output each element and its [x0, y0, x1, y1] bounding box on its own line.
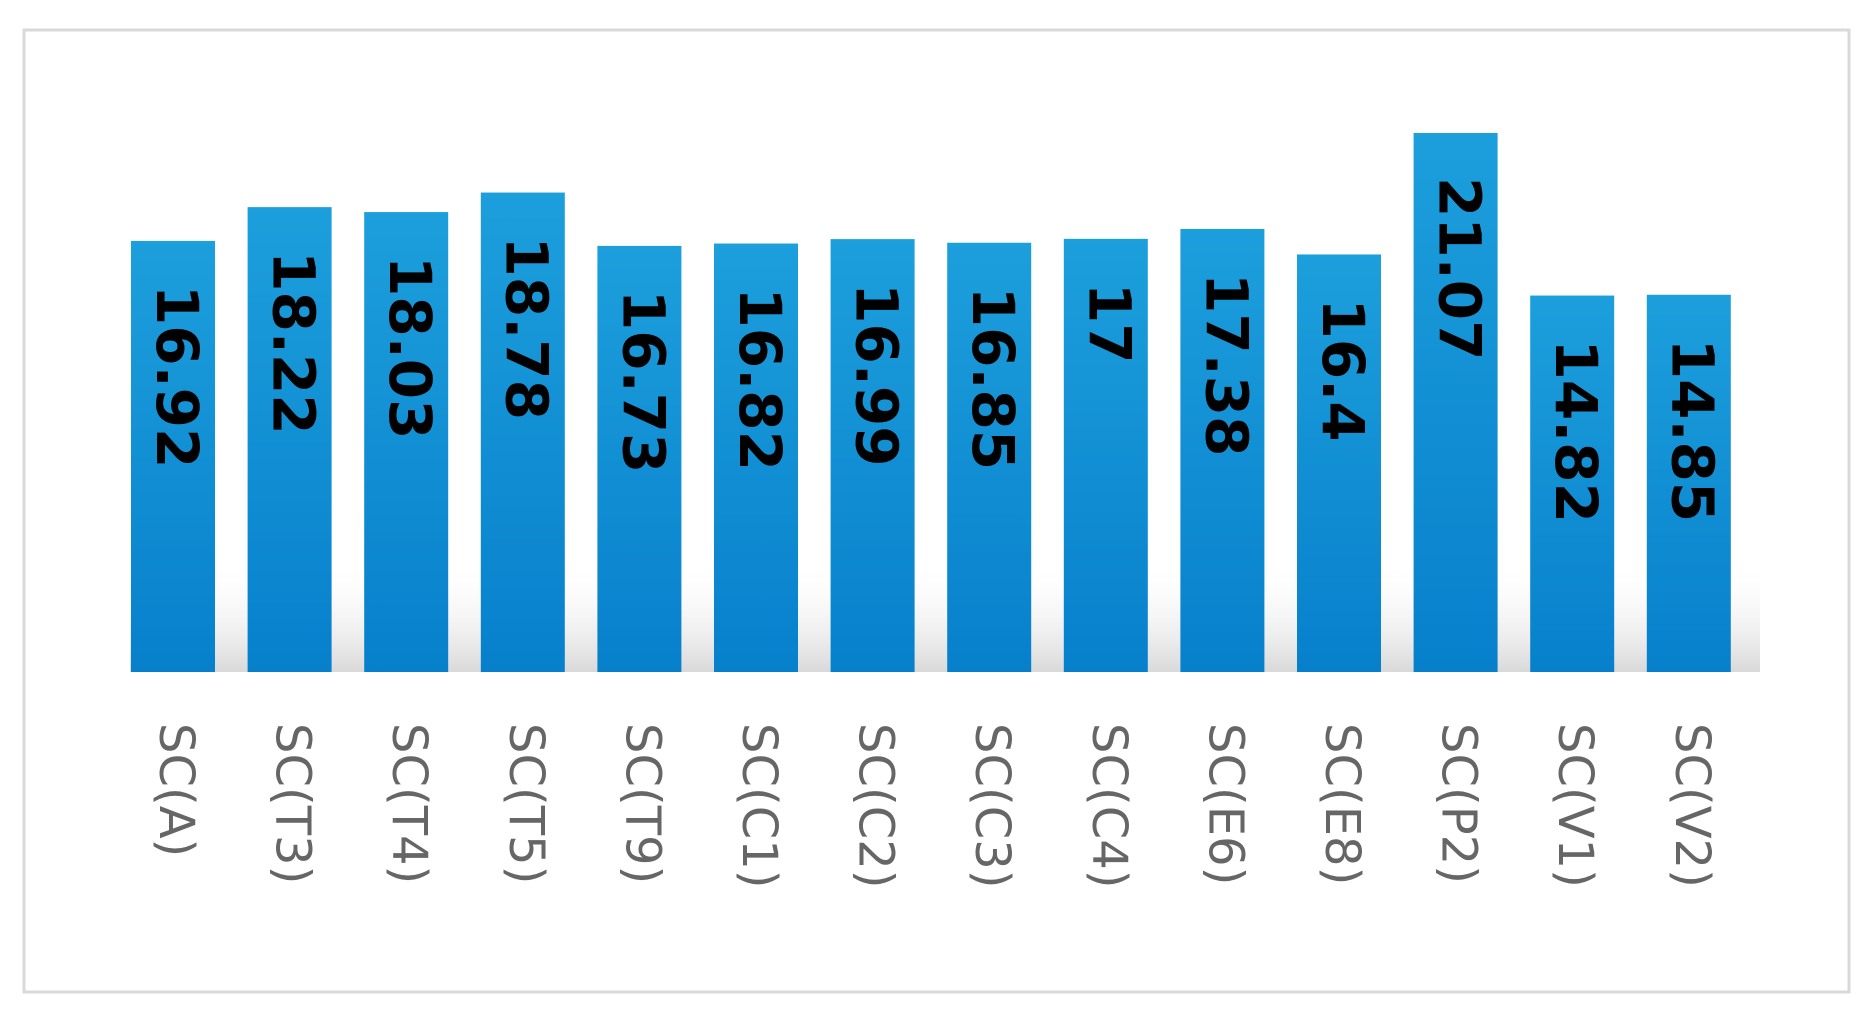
value-label: 16.85: [959, 287, 1027, 470]
value-label: 18.03: [376, 256, 444, 439]
bar: [1413, 133, 1498, 672]
bar: [947, 242, 1032, 673]
x-tick-label: SC(C2): [848, 723, 904, 889]
x-tick-label: SC(T3): [265, 723, 321, 884]
x-tick-label: SC(E8): [1314, 723, 1370, 885]
value-label: 16.82: [726, 288, 794, 471]
bar: [364, 212, 449, 672]
bar: [131, 240, 215, 672]
value-label: 17: [1076, 283, 1144, 364]
value-label: 21.07: [1425, 177, 1493, 360]
x-tick-label: SC(T5): [498, 723, 554, 884]
value-label: 16.92: [143, 285, 211, 468]
x-tick-label: SC(V1): [1547, 723, 1603, 888]
bar: [714, 243, 798, 672]
bar: [1063, 238, 1148, 672]
value-label: 18.22: [259, 251, 327, 434]
x-tick-label: SC(A): [148, 723, 204, 857]
bar: [1530, 295, 1615, 672]
bar: [480, 192, 565, 672]
x-tick-label: SC(P2): [1431, 723, 1487, 884]
value-label: 16.73: [609, 290, 677, 473]
x-tick-label: SC(E6): [1197, 723, 1253, 885]
bar: [1297, 254, 1381, 672]
value-label: 16.4: [1309, 298, 1377, 441]
value-label: 16.99: [842, 283, 910, 466]
bar: [1180, 228, 1265, 672]
bar: [597, 245, 682, 672]
x-tick-label: SC(C1): [731, 723, 787, 889]
value-label: 18.78: [493, 237, 561, 420]
x-tick-label: SC(C4): [1081, 723, 1137, 889]
x-tick-label: SC(T4): [381, 723, 437, 884]
x-tick-label: SC(T9): [614, 723, 670, 884]
value-label: 14.82: [1542, 340, 1610, 523]
value-label: 14.85: [1659, 339, 1727, 522]
bar: [247, 207, 332, 673]
x-tick-label: SC(C3): [964, 723, 1020, 888]
value-label: 17.38: [1192, 273, 1260, 456]
bar: [830, 239, 915, 672]
bar: [1646, 294, 1731, 672]
x-tick-label: SC(V2): [1664, 723, 1720, 888]
